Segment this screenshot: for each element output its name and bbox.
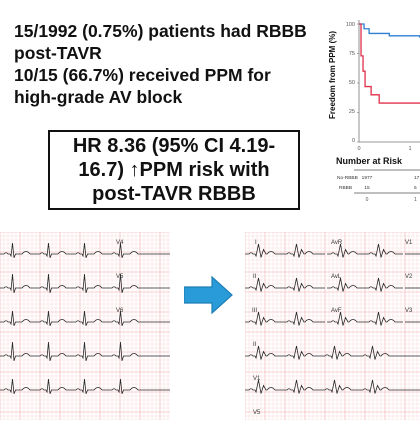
post-tavr-ecg-traces [245, 243, 420, 394]
ecg-lead-label-v5-rhythm: V5 [253, 410, 261, 416]
ecg-lead-label-i: I [255, 240, 257, 246]
risk-x-tick-0: 0 [366, 197, 369, 203]
hazard-ratio-text: HR 8.36 (95% CI 4.19- 16.7) ↑PPM risk wi… [73, 134, 275, 206]
progression-arrow-icon [183, 274, 234, 321]
risk-no-rbbb-n0: 1977 [362, 175, 373, 181]
risk-rbbb-n1: 5 [414, 185, 417, 191]
hr-line-3: post-TAVR RBBB [92, 183, 256, 205]
km-y-tick-25: 25 [349, 109, 355, 115]
km-y-axis-label: Freedom from PPM (%) [328, 31, 337, 119]
summary-stats: 15/1992 (0.75%) patients had RBBB post-T… [14, 20, 332, 108]
baseline-ecg-grid [0, 231, 170, 421]
stat-line-post-tavr: post-TAVR [14, 43, 102, 63]
risk-x-tick-1: 1 [414, 197, 417, 203]
ecg-lead-label-v6: V6 [116, 308, 124, 314]
number-at-risk-title: Number at Risk [336, 156, 403, 166]
risk-row-label-no-rbbb: No-RBBB [337, 175, 358, 181]
baseline-ecg-svg: V4 V5 V6 [0, 231, 170, 421]
ecg-lead-label-v2: V2 [405, 274, 413, 280]
post-tavr-ecg: I II III AvR AvL AvF V1 V2 V3 II V1 V5 [244, 231, 420, 421]
km-plot-area [357, 20, 420, 143]
ecg-lead-label-ii: II [253, 274, 257, 280]
post-tavr-ecg-grid [244, 231, 420, 421]
ecg-lead-label-v1-rhythm: V1 [253, 376, 261, 382]
risk-no-rbbb-n1: 17 [414, 175, 420, 181]
hr-line-1: HR 8.36 (95% CI 4.19- [72, 135, 276, 157]
stat-line-ppm-count: 10/15 (66.7%) received PPM for [14, 65, 271, 85]
risk-rbbb-n0: 15 [364, 185, 370, 191]
km-y-tick-50: 50 [349, 80, 355, 86]
ecg-lead-label-v5: V5 [116, 274, 124, 280]
km-series-no-rbbb [359, 23, 420, 38]
baseline-ecg: V4 V5 V6 [0, 231, 170, 421]
ecg-lead-label-iii: III [252, 308, 257, 314]
risk-row-label-rbbb: RBBB [339, 185, 352, 191]
km-x-tick-0: 0 [357, 146, 360, 152]
ecg-lead-label-avr: AvR [331, 240, 343, 246]
km-y-tick-100: 100 [346, 22, 355, 28]
ecg-lead-label-avl: AvL [331, 274, 342, 280]
km-x-tick-1: 1 [408, 146, 411, 152]
kaplan-meier-svg: Freedom from PPM (%) 100 75 50 25 0 0 1 … [328, 20, 420, 203]
hr-line-2: 16.7) ↑PPM risk with [78, 159, 270, 181]
km-y-tick-75: 75 [349, 51, 355, 57]
post-tavr-ecg-svg: I II III AvR AvL AvF V1 V2 V3 II V1 V5 [244, 231, 420, 421]
ecg-lead-label-avf: AvF [331, 308, 342, 314]
hazard-ratio-box: HR 8.36 (95% CI 4.19- 16.7) ↑PPM risk wi… [48, 130, 300, 210]
ecg-lead-label-ii-rhythm: II [253, 342, 257, 348]
stat-line-av-block: high-grade AV block [14, 87, 183, 107]
ecg-lead-label-v1: V1 [405, 240, 413, 246]
baseline-ecg-traces [0, 242, 170, 394]
km-y-tick-0: 0 [352, 138, 355, 144]
km-series-rbbb [359, 23, 420, 104]
kaplan-meier-chart: Freedom from PPM (%) 100 75 50 25 0 0 1 … [326, 0, 420, 210]
ecg-lead-label-v3: V3 [405, 308, 413, 314]
ecg-lead-label-v4: V4 [116, 240, 124, 246]
stat-line-rbbb-count: 15/1992 (0.75%) patients had RBBB [14, 21, 307, 41]
